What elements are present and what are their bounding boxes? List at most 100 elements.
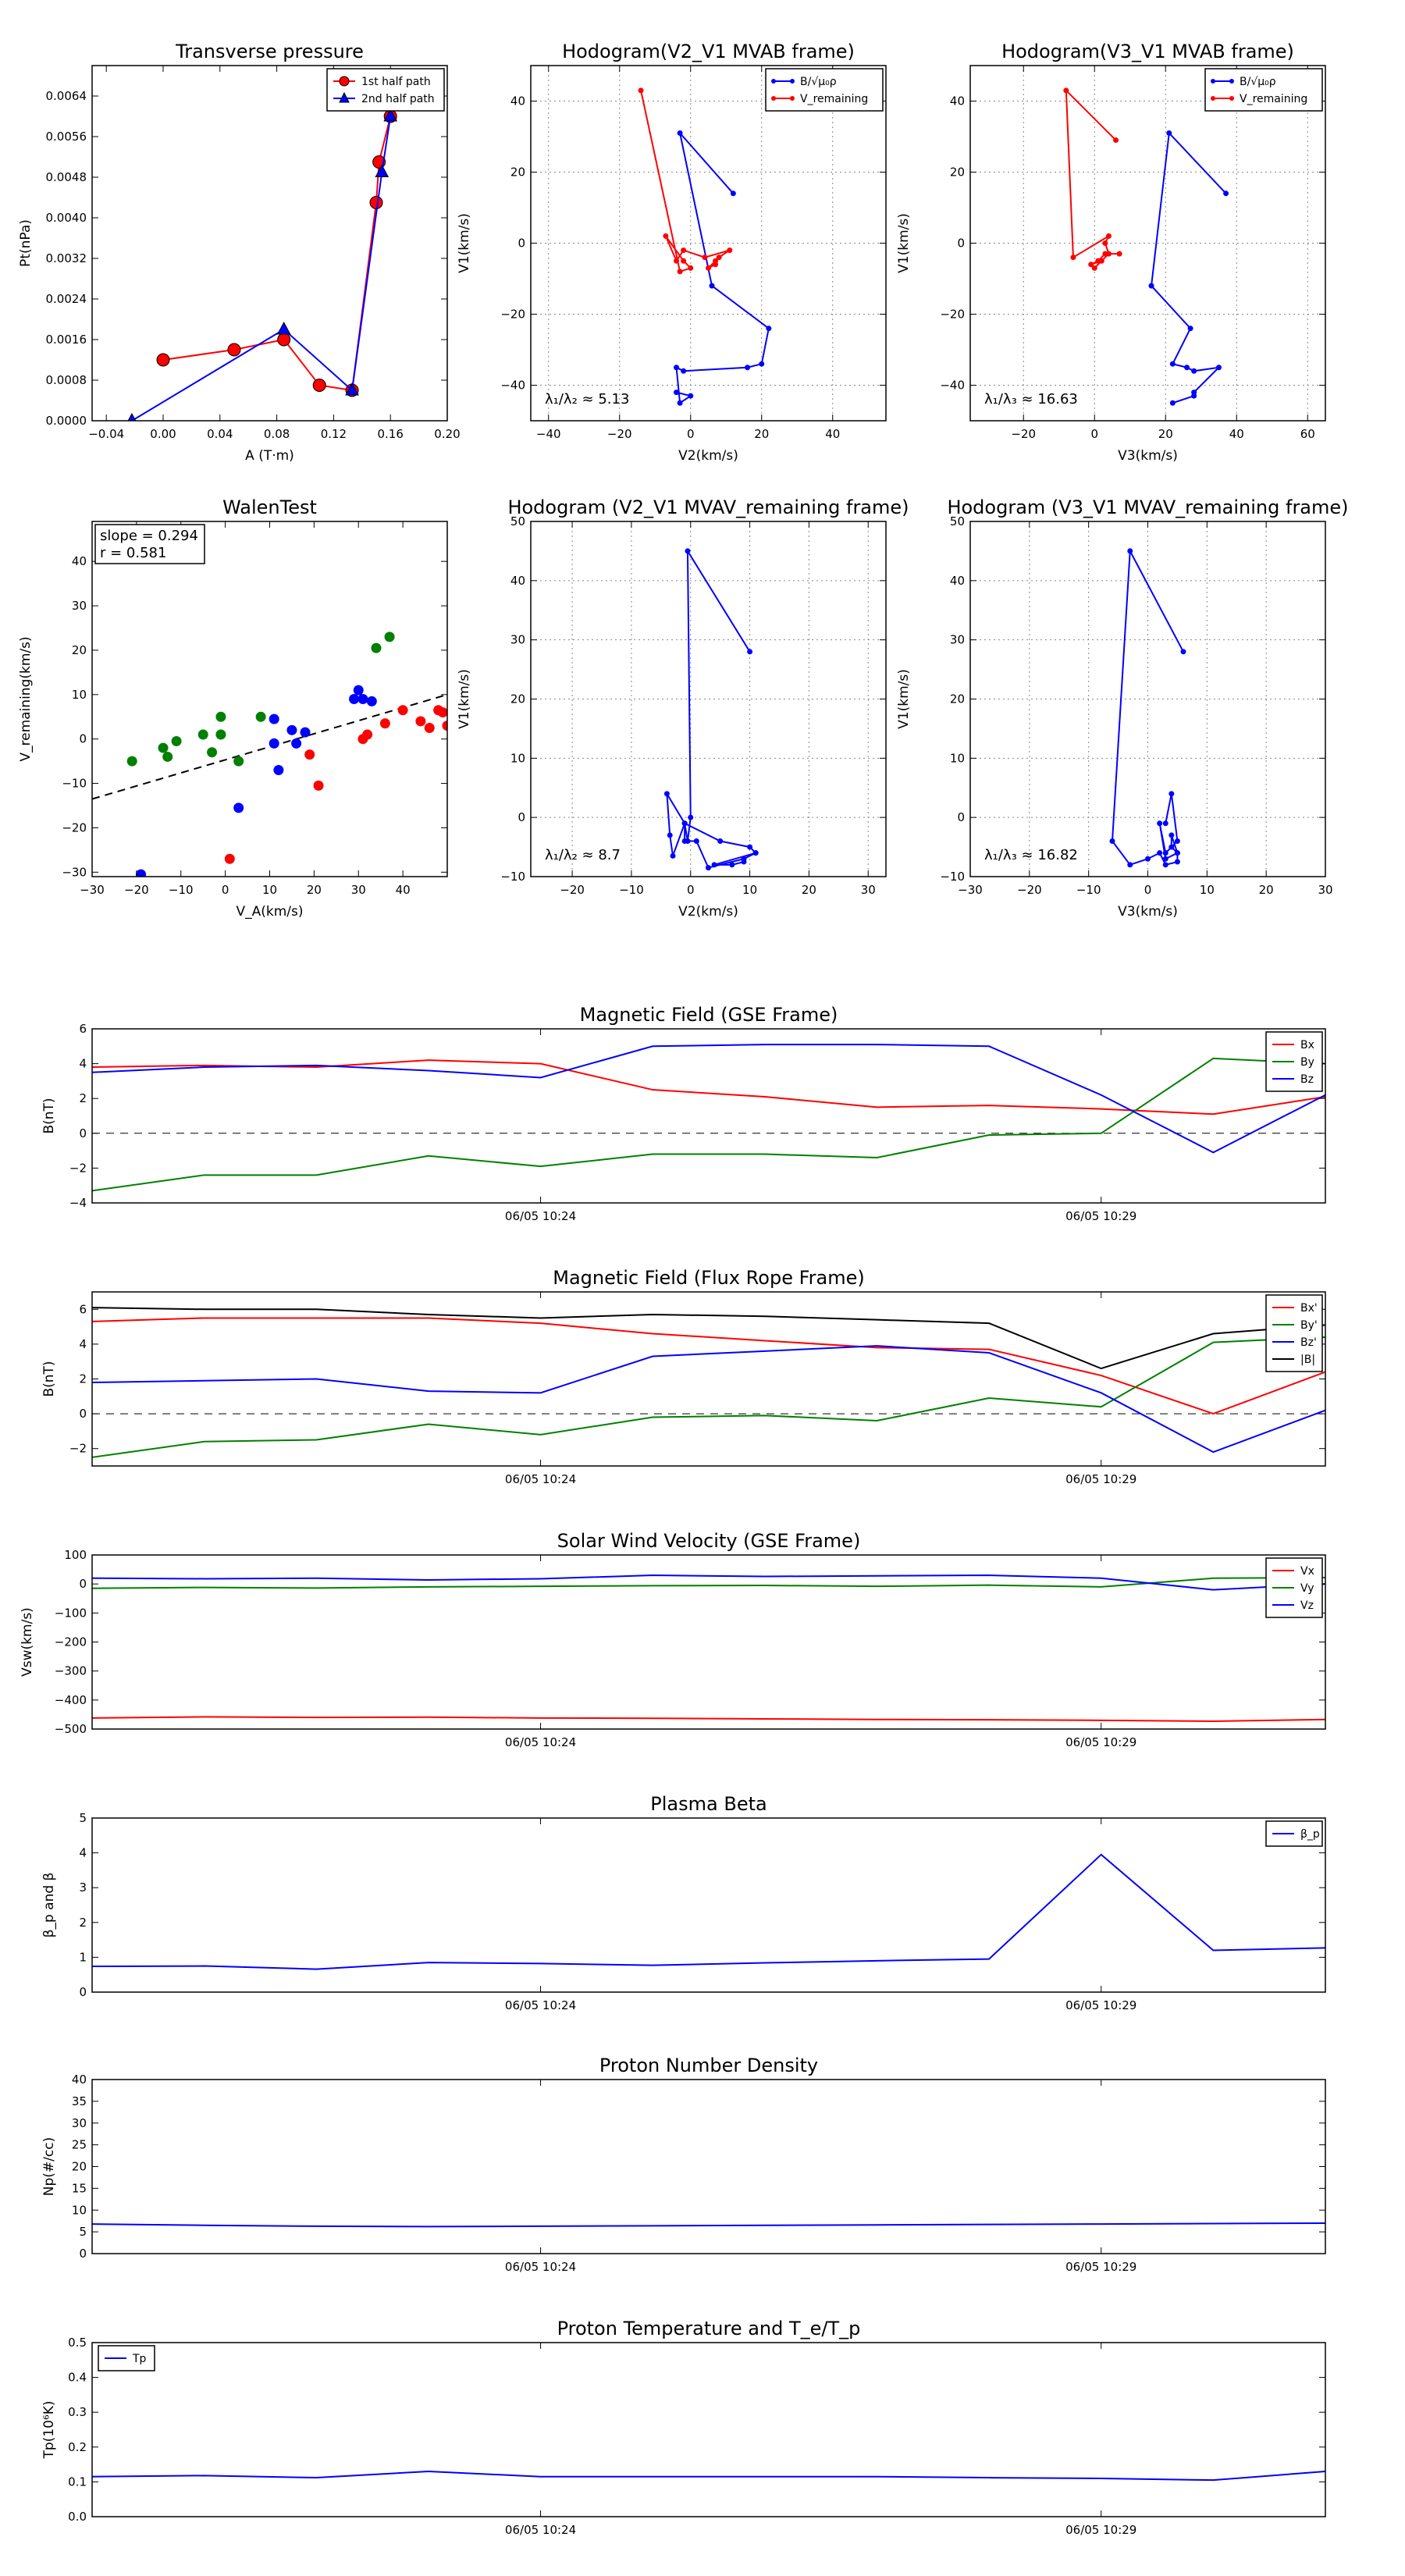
annotation-text: λ₁/λ₃ ≈ 16.63 bbox=[984, 391, 1078, 407]
x-tick-label: 0.00 bbox=[150, 427, 176, 441]
y-tick-label: 4 bbox=[79, 1057, 87, 1071]
y-tick-label: 0 bbox=[79, 2247, 87, 2261]
y-axis-label: Vsw(km/s) bbox=[20, 1607, 35, 1677]
y-tick-label: 2 bbox=[79, 1372, 87, 1386]
chart-title: Magnetic Field (GSE Frame) bbox=[580, 1004, 838, 1026]
y-tick-label: −40 bbox=[500, 379, 525, 393]
legend-label: Bx' bbox=[1300, 1302, 1318, 1315]
y-tick-label: −20 bbox=[940, 308, 965, 322]
x-tick-label: 0 bbox=[1090, 427, 1098, 441]
x-tick-label: 20 bbox=[754, 427, 769, 441]
x-tick-label: 20 bbox=[802, 883, 816, 897]
data-point bbox=[717, 838, 724, 844]
scatter-point bbox=[233, 802, 244, 813]
y-tick-label: −100 bbox=[55, 1606, 87, 1620]
data-point bbox=[716, 254, 722, 261]
data-point bbox=[729, 862, 735, 868]
chart-title: Proton Temperature and T_e/T_p bbox=[557, 2318, 861, 2339]
y-tick-label: 25 bbox=[72, 2138, 87, 2152]
annotation-text: slope = 0.294 bbox=[100, 528, 198, 544]
legend-label: V_remaining bbox=[1240, 93, 1307, 105]
y-tick-label: −10 bbox=[500, 870, 525, 884]
scatter-point bbox=[437, 707, 447, 718]
plot-area bbox=[1063, 87, 1229, 406]
y-tick-label: −10 bbox=[62, 777, 87, 791]
data-point bbox=[688, 814, 694, 820]
data-point bbox=[1091, 265, 1097, 271]
y-tick-label: 40 bbox=[72, 2073, 87, 2087]
data-point bbox=[369, 196, 383, 209]
y-tick-label: 20 bbox=[510, 692, 525, 706]
legend-marker bbox=[790, 79, 795, 84]
legend-marker bbox=[1229, 96, 1234, 101]
legend-label: V_remaining bbox=[800, 93, 868, 105]
annotation-text: λ₁/λ₂ ≈ 5.13 bbox=[545, 391, 629, 407]
y-tick-label: 0.0024 bbox=[46, 292, 87, 306]
data-point bbox=[766, 326, 772, 332]
y-tick-label: 20 bbox=[950, 165, 965, 180]
legend-label: β_p bbox=[1300, 1828, 1320, 1841]
axes-frame bbox=[91, 65, 448, 422]
data-point bbox=[1187, 326, 1193, 332]
data-point bbox=[1102, 251, 1108, 257]
data-point bbox=[383, 108, 398, 122]
y-tick-label: 0.5 bbox=[68, 2336, 87, 2350]
y-tick-label: 10 bbox=[72, 2203, 87, 2217]
x-tick-label: 0 bbox=[687, 883, 695, 897]
data-point bbox=[681, 247, 687, 254]
series-line bbox=[92, 2222, 1325, 2228]
y-tick-label: 0.0008 bbox=[46, 373, 87, 387]
chart-title: Transverse pressure bbox=[175, 41, 364, 62]
data-point bbox=[1102, 240, 1108, 246]
data-point bbox=[276, 321, 291, 335]
series-line bbox=[131, 116, 392, 421]
y-tick-label: 0 bbox=[957, 237, 965, 251]
data-point bbox=[670, 852, 676, 859]
scatter-point bbox=[215, 729, 226, 740]
scatter-point bbox=[255, 711, 266, 722]
axes-frame bbox=[91, 1554, 1326, 1730]
x-axis-label: V_A(km/s) bbox=[236, 904, 303, 920]
y-tick-label: 0.4 bbox=[68, 2371, 87, 2385]
x-tick-label: 06/05 10:24 bbox=[505, 1472, 576, 1486]
x-tick-label: 06/05 10:24 bbox=[505, 1735, 576, 1749]
series-line bbox=[640, 90, 731, 273]
x-tick-label: 0 bbox=[1144, 883, 1152, 897]
data-point bbox=[1174, 838, 1180, 844]
chart-mag_fr: 06/05 10:24 06/05 10:29 −2 0 2 4 6 Magnetic Fie… bbox=[41, 1267, 1326, 1486]
scatter-point bbox=[424, 722, 435, 733]
data-point bbox=[681, 820, 688, 827]
y-tick-label: 0 bbox=[79, 1126, 87, 1140]
y-tick-label: −200 bbox=[55, 1635, 87, 1649]
y-tick-label: 0 bbox=[79, 1577, 87, 1591]
scatter-point bbox=[171, 736, 182, 747]
x-tick-label: −20 bbox=[1011, 427, 1036, 441]
y-axis-label: V1(km/s) bbox=[457, 669, 472, 729]
y-axis-label: B(nT) bbox=[41, 1098, 57, 1133]
data-point bbox=[663, 791, 670, 797]
scatter-point bbox=[269, 713, 279, 724]
x-tick-label: 06/05 10:29 bbox=[1065, 1472, 1136, 1486]
series-line bbox=[92, 1336, 1325, 1458]
x-tick-label: 06/05 10:29 bbox=[1065, 1209, 1136, 1223]
chart-np: 06/05 10:24 06/05 10:29 0 5 10 15 20 25 30 35 40 Pr… bbox=[41, 2055, 1326, 2274]
scatter-point bbox=[291, 738, 302, 749]
plot-area bbox=[92, 1044, 1325, 1192]
plot-area bbox=[92, 1574, 1325, 1722]
x-tick-label: 30 bbox=[351, 883, 366, 897]
x-tick-label: −10 bbox=[619, 883, 644, 897]
annotation-text: λ₁/λ₃ ≈ 16.82 bbox=[984, 847, 1078, 863]
data-point bbox=[741, 856, 747, 862]
data-point bbox=[667, 832, 673, 838]
series-line bbox=[92, 1059, 1325, 1115]
data-point bbox=[674, 365, 680, 371]
chart-mag_gse: 06/05 10:24 06/05 10:29 −4 −2 0 2 4 6 Magnetic F… bbox=[41, 1004, 1326, 1223]
x-tick-label: −10 bbox=[1076, 883, 1101, 897]
scatter-point bbox=[371, 642, 382, 653]
chart-title: Hodogram(V2_V1 MVAB frame) bbox=[562, 41, 855, 62]
y-tick-label: 0 bbox=[79, 1407, 87, 1421]
data-point bbox=[688, 265, 694, 271]
annotation-text: r = 0.581 bbox=[100, 545, 166, 561]
